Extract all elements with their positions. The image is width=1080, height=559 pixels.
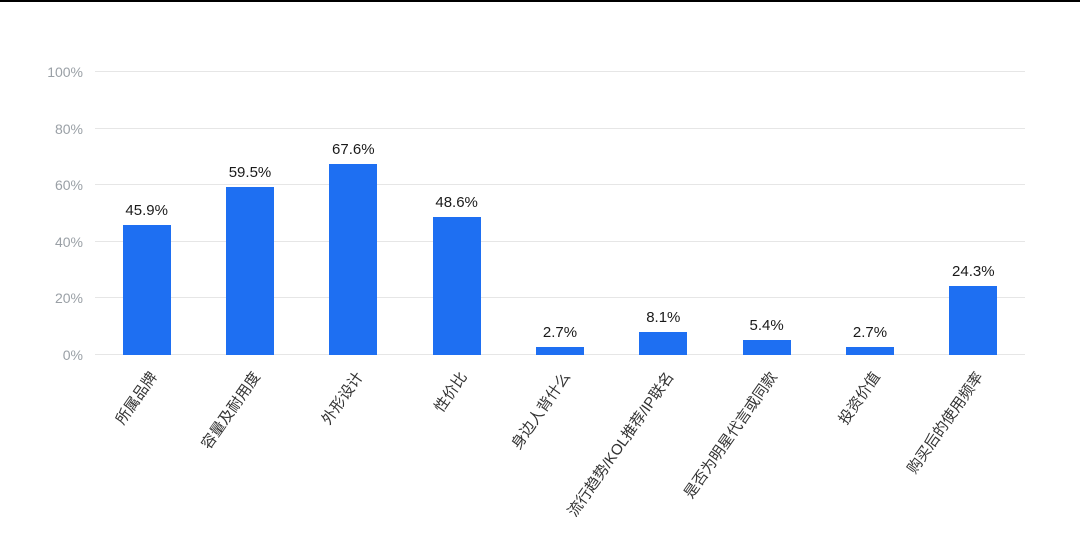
- x-axis-category-label: 流行趋势/KOL推荐/IP联名: [564, 369, 678, 521]
- bar-value-label: 45.9%: [125, 202, 168, 220]
- bar-value-label: 2.7%: [852, 324, 888, 342]
- bar-slot: 24.3% 购买后的使用频率: [904, 72, 1025, 477]
- x-axis-category-label: 性价比: [430, 369, 471, 416]
- bar-value-label: 24.3%: [952, 263, 995, 281]
- bar: [432, 217, 481, 355]
- gridline: [95, 127, 1025, 129]
- bar-value-label: 48.6%: [435, 194, 478, 212]
- x-axis-category-label: 容量及耐用度: [198, 369, 264, 453]
- bar-slot: 2.7% 投资价值: [818, 72, 921, 428]
- x-axis-category-label: 购买后的使用频率: [904, 369, 988, 478]
- y-axis-tick-label: 0%: [62, 347, 83, 363]
- x-axis-category-label: 外形设计: [318, 369, 368, 428]
- bar: [845, 347, 894, 355]
- x-axis-category-label: 所属品牌: [112, 369, 161, 428]
- bar-slot: 59.5% 容量及耐用度: [198, 72, 301, 452]
- y-axis-tick-label: 20%: [54, 290, 83, 307]
- bar: [949, 286, 998, 355]
- bar-value-label: 5.4%: [749, 316, 784, 334]
- bar-slot: 48.6% 性价比: [405, 72, 508, 416]
- bar-value-label: 8.1%: [646, 309, 681, 327]
- bar: [742, 339, 791, 355]
- bar: [535, 347, 584, 355]
- bar: [122, 225, 171, 355]
- window-top-border: [0, 0, 1080, 2]
- bar-slot: 67.6% 外形设计: [302, 72, 405, 428]
- gridline: [95, 71, 1025, 72]
- gridline: [95, 240, 1025, 242]
- bar-value-label: 2.7%: [542, 324, 578, 342]
- bar-slots: 45.9% 所属品牌 59.5% 容量及耐用度 67.6% 外形设计 48.6% 性价比 2.7…: [95, 72, 1025, 520]
- bar-slot: 2.7% 身边人背什么: [508, 72, 611, 452]
- y-axis-tick-label: 40%: [54, 233, 83, 250]
- bar: [639, 332, 688, 355]
- gridline: [95, 297, 1025, 299]
- bar-slot: 45.9% 所属品牌: [95, 72, 198, 428]
- x-axis-category-label: 是否为明星代言或同款: [680, 369, 781, 502]
- y-axis-tick-label: 60%: [54, 177, 83, 194]
- bar-value-label: 67.6%: [332, 140, 375, 158]
- y-axis-tick-label: 100%: [47, 64, 83, 80]
- gridline: [95, 184, 1025, 186]
- x-axis-category-label: 身边人背什么: [508, 369, 574, 453]
- bar: [329, 163, 378, 355]
- bar-slot: 5.4% 是否为明星代言或同款: [681, 72, 818, 502]
- plot-area: 0% 20% 40% 60% 80% 100% 45.9% 所属品牌 59.5% 容量及耐用度 6…: [47, 65, 1025, 520]
- x-axis-category-label: 投资价值: [835, 369, 884, 428]
- bar: [225, 186, 274, 355]
- bar-slot: 8.1% 流行趋势/KOL推荐/IP联名: [564, 72, 715, 520]
- bar-value-label: 59.5%: [228, 163, 272, 181]
- y-axis-tick-label: 80%: [54, 120, 83, 137]
